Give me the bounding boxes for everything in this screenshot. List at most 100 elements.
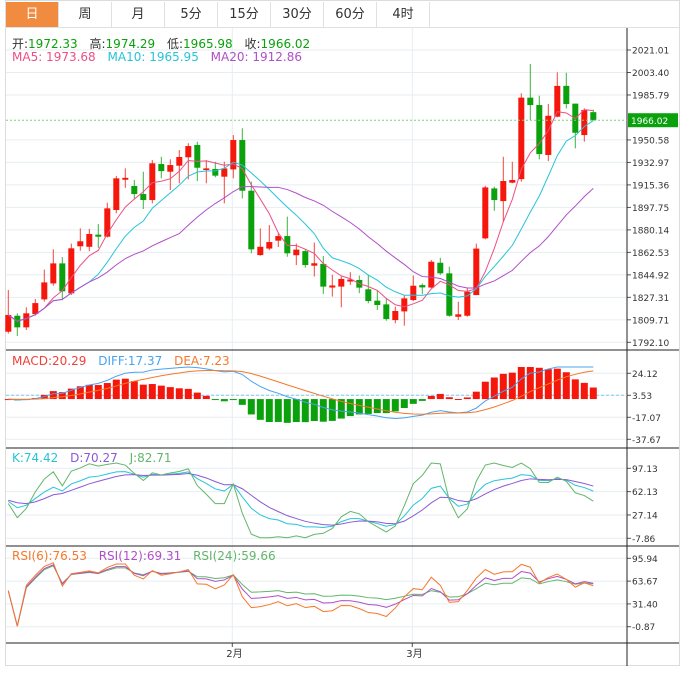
rsi24-value: RSI(24):59.66 — [193, 549, 276, 563]
kdj-tick-label: 97.13 — [632, 465, 658, 475]
high-legend: 高:1974.29 — [89, 37, 156, 51]
tab-5min[interactable]: 5分 — [165, 2, 218, 28]
month-label: 3月 — [406, 648, 422, 660]
d-value: D:70.27 — [70, 451, 118, 465]
price-tick-label: 1915.36 — [632, 181, 669, 191]
k-line — [8, 471, 594, 529]
candle-down — [95, 234, 102, 237]
candle-down — [212, 169, 219, 176]
candle-down — [383, 304, 390, 320]
tab-60min[interactable]: 60分 — [324, 2, 377, 28]
diff-value: DIFF:17.37 — [98, 354, 163, 368]
candle-up — [68, 248, 75, 294]
macd-bar — [229, 399, 237, 401]
tab-4hour[interactable]: 4时 — [377, 2, 430, 28]
tab-week[interactable]: 周 — [59, 2, 112, 28]
dea-value: DEA:7.23 — [174, 354, 230, 368]
macd-bar — [130, 381, 138, 400]
macd-bar — [400, 399, 408, 409]
diff-line — [8, 366, 594, 419]
macd-bar — [382, 399, 390, 414]
candle-up — [176, 157, 183, 166]
macd-bar — [121, 378, 129, 400]
candle-down — [158, 164, 165, 172]
macd-legend: MACD:20.29 DIFF:17.37 DEA:7.23 — [12, 354, 238, 368]
candle-up — [50, 263, 57, 284]
rsi-tick-label: 63.67 — [632, 578, 658, 588]
month-label: 2月 — [226, 648, 242, 660]
candle-down — [590, 112, 597, 121]
rsi-legend: RSI(6):76.53 RSI(12):69.31 RSI(24):59.66 — [12, 549, 284, 563]
candle-up — [518, 97, 525, 180]
macd-bar — [58, 392, 66, 400]
macd-bar — [202, 395, 210, 400]
candle-up — [113, 178, 120, 211]
tab-month[interactable]: 月 — [112, 2, 165, 28]
close-legend: 收:1966.02 — [244, 37, 311, 51]
macd-bar — [148, 384, 156, 400]
macd-bar — [94, 385, 102, 400]
price-tick-label: 1897.75 — [632, 204, 669, 214]
rsi12-value: RSI(12):69.31 — [98, 549, 182, 563]
macd-bar — [193, 392, 201, 400]
price-tick-label: 1827.31 — [632, 294, 669, 304]
dea-line — [8, 369, 594, 415]
macd-bar — [67, 388, 75, 400]
rsi24-line — [7, 565, 594, 627]
candle-up — [392, 311, 399, 321]
macd-bar — [238, 399, 246, 405]
macd-bar — [76, 386, 84, 400]
ma10-legend: MA10: 1965.95 — [107, 50, 199, 64]
macd-bar — [553, 368, 561, 400]
macd-bar — [256, 399, 264, 420]
ohlc-legend: 开:1972.33 高:1974.29 低:1965.98 收:1966.02 — [12, 35, 318, 52]
candle-down — [248, 190, 255, 250]
tab-30min[interactable]: 30分 — [271, 2, 324, 28]
candle-down — [563, 85, 570, 105]
macd-bar — [355, 399, 363, 415]
candle-up — [221, 168, 228, 177]
ma-legend: MA5: 1973.68 MA10: 1965.95 MA20: 1912.86 — [12, 50, 310, 64]
tab-15min[interactable]: 15分 — [218, 2, 271, 28]
macd-bar — [292, 399, 300, 423]
price-tick-label: 1950.58 — [632, 136, 669, 146]
d-line — [8, 473, 594, 526]
price-tick-label: 2003.40 — [632, 69, 669, 79]
macd-bar — [535, 367, 543, 400]
rsi6-line — [7, 562, 594, 627]
macd-bar — [526, 367, 534, 400]
candle-up — [203, 168, 210, 171]
tab-day[interactable]: 日 — [6, 2, 59, 28]
candle-up — [455, 314, 462, 317]
candle-up — [473, 248, 480, 296]
period-tabs: 日 周 月 5分 15分 30分 60分 4时 — [6, 2, 430, 28]
kdj-tick-label: 27.14 — [632, 511, 658, 521]
candle-up — [482, 187, 489, 239]
candle-up — [311, 263, 318, 266]
candle-up — [167, 165, 174, 172]
ma10-line — [8, 120, 594, 322]
candle-down — [437, 262, 444, 274]
j-value: J:82.71 — [129, 451, 172, 465]
candle-up — [347, 279, 354, 282]
candle-down — [140, 194, 147, 201]
macd-bar — [454, 398, 462, 400]
candle-up — [41, 282, 48, 300]
candle-down — [302, 251, 309, 266]
k-value: K:74.42 — [12, 451, 59, 465]
candle-up — [500, 181, 507, 202]
candle-up — [581, 110, 588, 136]
rsi-tick-label: -0.87 — [632, 623, 655, 633]
price-tick-label: 1809.71 — [632, 316, 669, 326]
macd-bar — [463, 397, 471, 400]
candle-up — [149, 163, 156, 201]
macd-bar — [418, 399, 426, 401]
macd-bar — [427, 395, 435, 400]
macd-bar — [166, 387, 174, 400]
macd-tick-label: -37.67 — [632, 436, 661, 446]
candle-down — [527, 97, 534, 106]
macd-bar — [103, 383, 111, 400]
kdj-tick-label: -7.86 — [632, 535, 656, 545]
macd-bar — [409, 399, 417, 404]
